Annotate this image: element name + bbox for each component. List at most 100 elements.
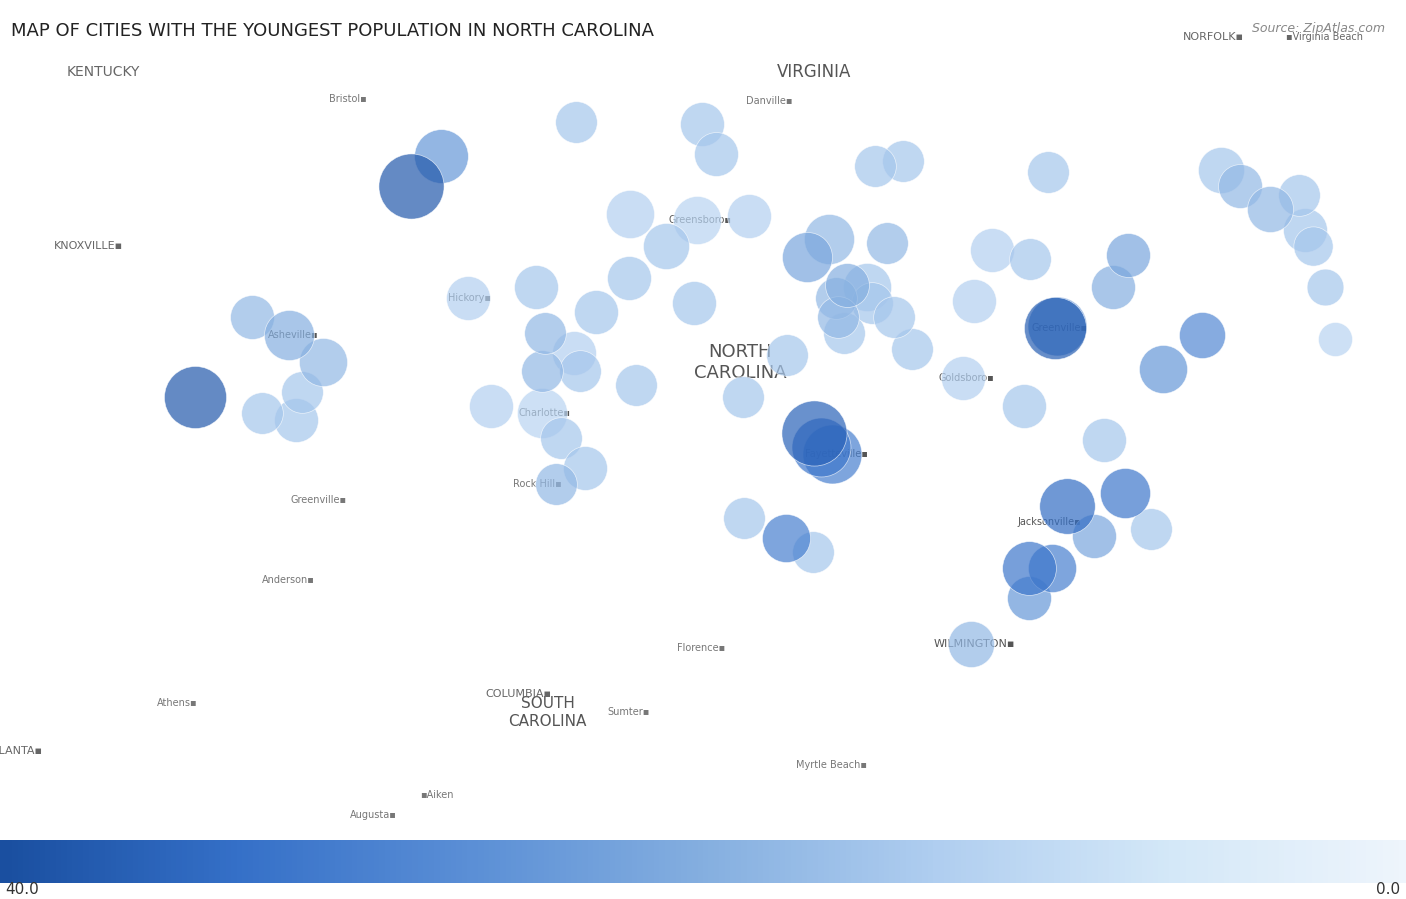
Point [617, 271, 640, 285]
Point [311, 355, 333, 369]
Point [963, 293, 986, 307]
Point [1191, 327, 1213, 342]
Point [891, 154, 914, 168]
Point [250, 405, 273, 420]
Point [883, 309, 905, 324]
Point [1229, 179, 1251, 193]
Point [291, 385, 314, 399]
Point [530, 364, 553, 378]
Text: KNOXVILLE▪: KNOXVILLE▪ [55, 241, 124, 251]
Point [1019, 252, 1042, 266]
Point [832, 325, 855, 340]
Point [1012, 398, 1035, 413]
Text: Augusta▪: Augusta▪ [350, 810, 396, 820]
Point [619, 207, 641, 221]
Point [1323, 333, 1346, 347]
Point [1313, 280, 1336, 294]
Text: KENTUCKY: KENTUCKY [67, 65, 141, 79]
Text: Jacksonville▪: Jacksonville▪ [1018, 518, 1081, 528]
Point [574, 460, 596, 475]
Point [550, 431, 572, 445]
Point [1258, 202, 1281, 217]
Text: Charlotte▪: Charlotte▪ [519, 407, 571, 418]
Point [810, 440, 832, 454]
Text: ▪Aiken: ▪Aiken [420, 789, 453, 800]
Point [738, 209, 761, 223]
Point [821, 447, 844, 461]
Text: ATLANTA▪: ATLANTA▪ [0, 746, 44, 756]
Text: Florence▪: Florence▪ [678, 644, 725, 654]
Point [1102, 280, 1125, 294]
Point [546, 476, 568, 491]
Point [430, 149, 453, 164]
Point [585, 305, 607, 319]
Text: NORTH
CAROLINA: NORTH CAROLINA [693, 343, 786, 382]
Text: Rock Hill▪: Rock Hill▪ [513, 478, 561, 488]
Text: Hickory▪: Hickory▪ [447, 293, 491, 303]
Text: Anderson▪: Anderson▪ [262, 574, 315, 584]
Point [184, 389, 207, 404]
Point [1288, 188, 1310, 202]
Point [533, 325, 555, 340]
Point [1114, 485, 1136, 500]
Point [960, 636, 983, 651]
Text: Athens▪: Athens▪ [157, 699, 198, 708]
Point [825, 291, 848, 306]
Text: 0.0: 0.0 [1376, 882, 1400, 897]
Text: MAP OF CITIES WITH THE YOUNGEST POPULATION IN NORTH CAROLINA: MAP OF CITIES WITH THE YOUNGEST POPULATI… [11, 22, 654, 40]
Text: Source: ZipAtlas.com: Source: ZipAtlas.com [1251, 22, 1385, 35]
Point [1018, 591, 1040, 605]
Point [980, 243, 1002, 257]
Point [530, 405, 553, 420]
Point [803, 426, 825, 441]
Point [1083, 529, 1105, 543]
Point [827, 309, 849, 324]
Text: COLUMBIA▪: COLUMBIA▪ [485, 689, 551, 699]
Text: Greensboro▪: Greensboro▪ [668, 216, 731, 226]
Point [704, 147, 727, 161]
Point [564, 115, 586, 129]
Point [860, 296, 883, 310]
Point [1294, 222, 1316, 236]
Point [1152, 362, 1174, 377]
Point [562, 346, 585, 360]
Point [457, 291, 479, 306]
Point [285, 413, 308, 427]
Point [686, 213, 709, 227]
Point [733, 511, 755, 525]
Point [401, 179, 423, 193]
Text: Asheville▪: Asheville▪ [267, 330, 318, 340]
Point [690, 117, 713, 131]
Text: SOUTH
CAROLINA: SOUTH CAROLINA [509, 696, 586, 728]
Point [1040, 561, 1063, 575]
Point [1045, 321, 1067, 335]
Point [1046, 318, 1069, 333]
Point [569, 364, 592, 378]
Point [240, 309, 263, 324]
Point [817, 232, 839, 246]
Text: ▪Virginia Beach: ▪Virginia Beach [1286, 32, 1362, 42]
Text: Sumter▪: Sumter▪ [607, 708, 650, 717]
Point [801, 545, 824, 559]
Point [876, 236, 898, 251]
Point [1092, 433, 1115, 448]
Point [835, 277, 858, 291]
Text: Greenville▪: Greenville▪ [1032, 323, 1088, 333]
Text: Myrtle Beach▪: Myrtle Beach▪ [796, 760, 868, 770]
Text: Greenville▪: Greenville▪ [290, 494, 346, 504]
Point [277, 327, 299, 342]
Point [731, 389, 754, 404]
Point [856, 280, 879, 294]
Point [775, 531, 797, 546]
Text: Goldsboro▪: Goldsboro▪ [939, 373, 994, 383]
Point [1209, 163, 1232, 177]
Point [776, 348, 799, 362]
Text: NORFOLK▪: NORFOLK▪ [1182, 32, 1244, 42]
Point [1302, 238, 1324, 253]
Point [863, 158, 886, 173]
Point [1036, 165, 1059, 180]
Text: Fayetteville▪: Fayetteville▪ [804, 449, 868, 458]
Text: Bristol▪: Bristol▪ [329, 94, 367, 104]
Point [952, 371, 974, 386]
Text: WILMINGTON▪: WILMINGTON▪ [934, 638, 1015, 649]
